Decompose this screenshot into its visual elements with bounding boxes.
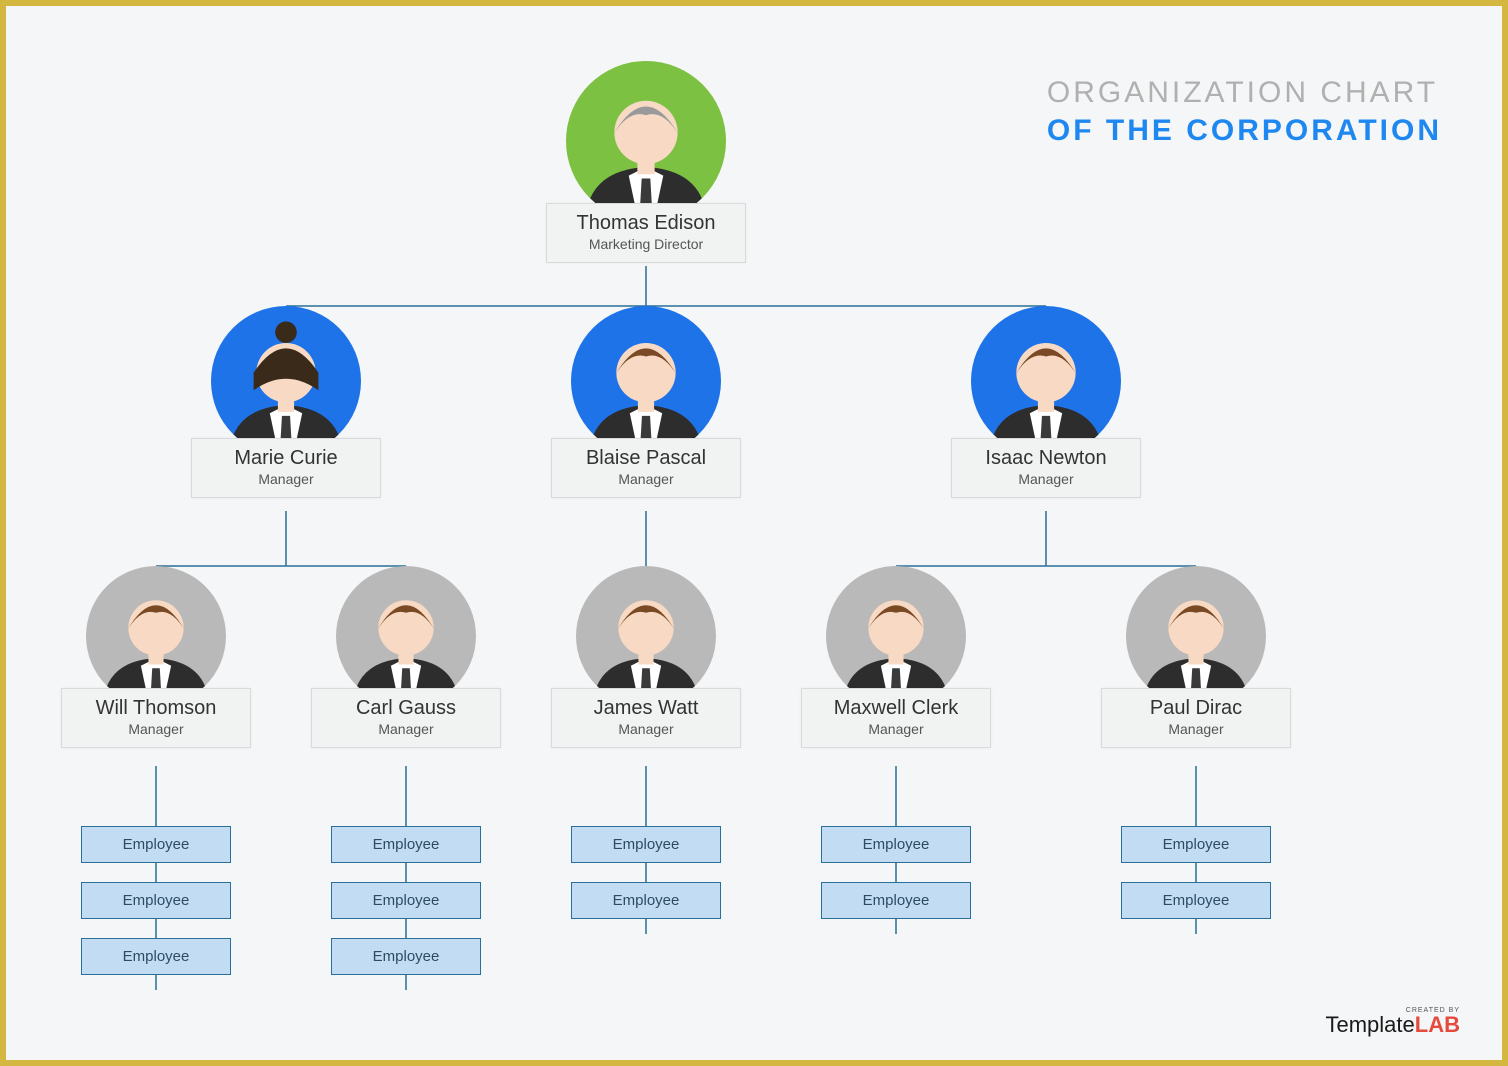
person-avatar-icon <box>979 316 1114 456</box>
avatar-bubble <box>86 566 226 706</box>
avatar-bubble <box>971 306 1121 456</box>
person-name: Isaac Newton <box>958 447 1134 469</box>
person-label-box: Blaise Pascal Manager <box>551 438 741 498</box>
org-node-sub-4: Maxwell Clerk Manager <box>801 566 991 748</box>
person-avatar-icon <box>1133 575 1259 706</box>
person-name: Will Thomson <box>68 697 244 719</box>
person-name: Paul Dirac <box>1108 697 1284 719</box>
avatar-bubble <box>571 306 721 456</box>
employee-box: Employee <box>331 938 481 975</box>
person-label-box: Will Thomson Manager <box>61 688 251 748</box>
employee-box: Employee <box>1121 826 1271 863</box>
avatar-bubble <box>336 566 476 706</box>
person-avatar-icon <box>219 316 354 456</box>
employee-box: Employee <box>81 882 231 919</box>
person-label-box: James Watt Manager <box>551 688 741 748</box>
employee-box: Employee <box>571 826 721 863</box>
person-role: Manager <box>68 721 244 737</box>
person-role: Manager <box>558 471 734 487</box>
person-label-box: Carl Gauss Manager <box>311 688 501 748</box>
person-role: Manager <box>808 721 984 737</box>
org-node-sub-2: Carl Gauss Manager <box>311 566 501 748</box>
person-avatar-icon <box>574 72 718 221</box>
employee-box: Employee <box>81 826 231 863</box>
employee-box: Employee <box>1121 882 1271 919</box>
person-label-box: Maxwell Clerk Manager <box>801 688 991 748</box>
org-node-mgr-3: Isaac Newton Manager <box>951 306 1141 498</box>
avatar-bubble <box>576 566 716 706</box>
person-role: Manager <box>958 471 1134 487</box>
avatar-bubble <box>566 61 726 221</box>
person-role: Marketing Director <box>553 236 739 252</box>
person-label-box: Isaac Newton Manager <box>951 438 1141 498</box>
person-avatar-icon <box>343 575 469 706</box>
employee-box: Employee <box>331 826 481 863</box>
employee-box: Employee <box>81 938 231 975</box>
org-node-mgr-2: Blaise Pascal Manager <box>551 306 741 498</box>
org-node-mgr-1: Marie Curie Manager <box>191 306 381 498</box>
person-name: Marie Curie <box>198 447 374 469</box>
employee-box: Employee <box>571 882 721 919</box>
person-name: Carl Gauss <box>318 697 494 719</box>
person-label-box: Marie Curie Manager <box>191 438 381 498</box>
person-name: Blaise Pascal <box>558 447 734 469</box>
avatar-bubble <box>1126 566 1266 706</box>
avatar-bubble <box>211 306 361 456</box>
person-name: Maxwell Clerk <box>808 697 984 719</box>
person-role: Manager <box>318 721 494 737</box>
employee-box: Employee <box>331 882 481 919</box>
person-avatar-icon <box>833 575 959 706</box>
employee-box: Employee <box>821 826 971 863</box>
person-role: Manager <box>1108 721 1284 737</box>
employee-box: Employee <box>821 882 971 919</box>
person-avatar-icon <box>93 575 219 706</box>
person-label-box: Thomas Edison Marketing Director <box>546 203 746 263</box>
person-name: James Watt <box>558 697 734 719</box>
org-node-sub-3: James Watt Manager <box>551 566 741 748</box>
person-avatar-icon <box>583 575 709 706</box>
frame-border: ORGANIZATION CHART OF THE CORPORATION CR… <box>0 0 1508 1066</box>
person-avatar-icon <box>579 316 714 456</box>
org-node-sub-1: Will Thomson Manager <box>61 566 251 748</box>
avatar-bubble <box>826 566 966 706</box>
person-name: Thomas Edison <box>553 212 739 234</box>
person-label-box: Paul Dirac Manager <box>1101 688 1291 748</box>
person-role: Manager <box>198 471 374 487</box>
person-role: Manager <box>558 721 734 737</box>
org-node-ceo: Thomas Edison Marketing Director <box>546 61 746 263</box>
page-canvas: ORGANIZATION CHART OF THE CORPORATION CR… <box>6 6 1502 1060</box>
org-node-sub-5: Paul Dirac Manager <box>1101 566 1291 748</box>
